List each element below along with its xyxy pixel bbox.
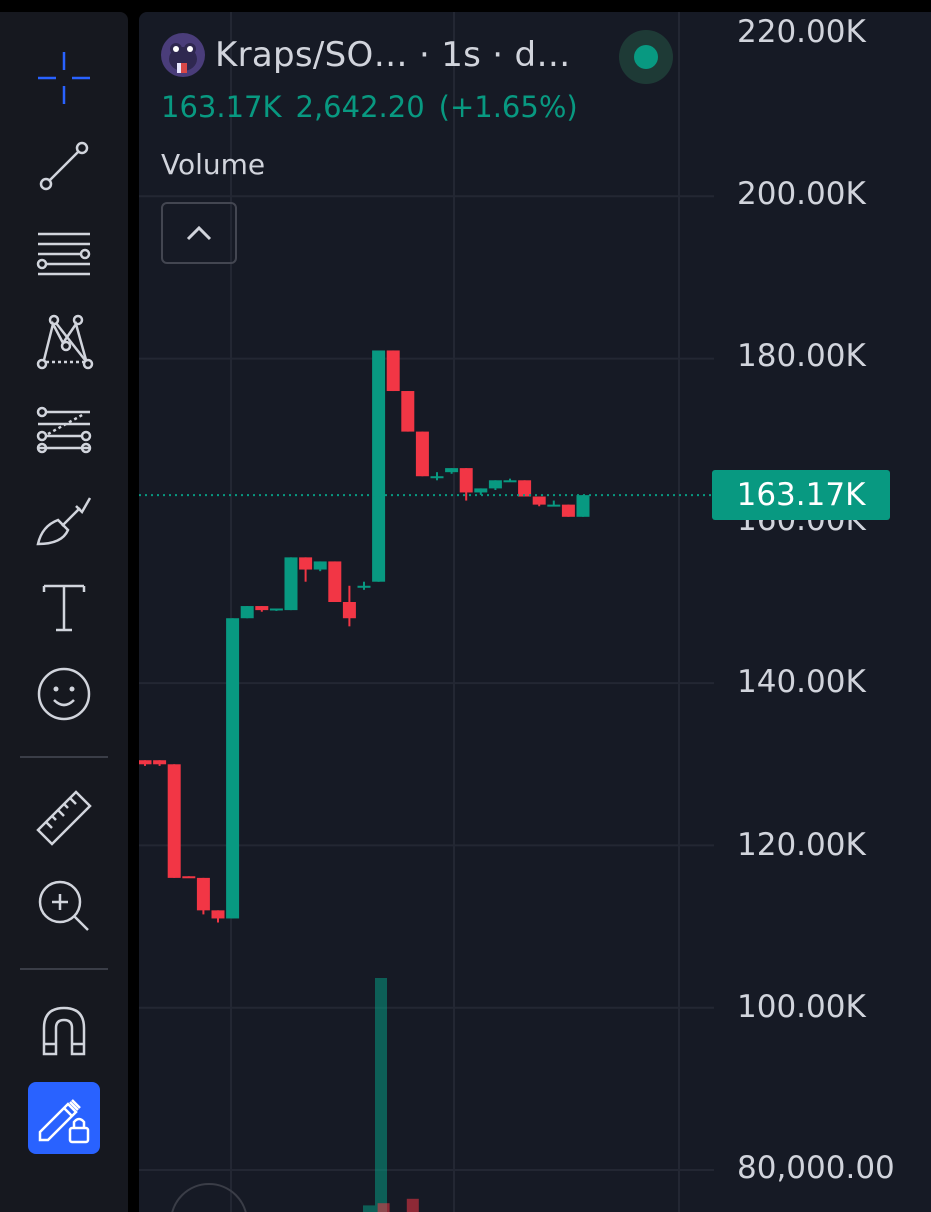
text-icon[interactable] (28, 570, 100, 642)
frog-avatar-icon (161, 33, 205, 77)
change-percent: (+1.65%) (438, 90, 578, 124)
candle-body (459, 468, 473, 493)
candle-body (386, 350, 400, 392)
volume-bar (363, 1205, 375, 1212)
candle-body (139, 760, 152, 765)
ohlc-values: 163.17K 2,642.20 (+1.65%) (161, 90, 592, 124)
candle-body (182, 876, 196, 879)
candle-body (255, 606, 269, 611)
trend-line-icon[interactable] (28, 130, 100, 202)
live-dot (634, 45, 658, 69)
price-axis-label: 100.00K (737, 989, 866, 1025)
candle-body (518, 480, 532, 497)
candle-body (153, 760, 167, 765)
chart-canvas[interactable] (139, 12, 931, 1212)
magnet-icon[interactable] (28, 994, 100, 1066)
ruler-icon[interactable] (28, 782, 100, 854)
symbol-title[interactable]: Kraps/SO… · 1s · d… (215, 35, 571, 75)
candle-body (196, 877, 210, 911)
volume-bar (406, 1198, 419, 1212)
drawing-toolbar (0, 12, 128, 1212)
chart-panel[interactable]: Kraps/SO… · 1s · d… 163.17K 2,642.20 (+1.6… (139, 12, 931, 1212)
price-axis-label: 120.00K (737, 827, 866, 863)
candle-body (313, 561, 327, 570)
volume-indicator-label[interactable]: Volume (161, 148, 266, 181)
candle-body (547, 504, 561, 507)
brush-icon[interactable] (28, 482, 100, 554)
candle-body (430, 476, 444, 479)
toolbar-divider (20, 756, 108, 758)
candle-body (576, 495, 590, 517)
candle-body (532, 496, 546, 505)
zoom-in-icon[interactable] (28, 870, 100, 942)
horizontal-lines-icon[interactable] (28, 218, 100, 290)
live-status-indicator (619, 30, 673, 84)
emoji-icon[interactable] (28, 658, 100, 730)
candle-body (474, 488, 488, 493)
candle-body (415, 431, 429, 477)
last-price-value: 163.17K (161, 90, 282, 124)
lock-drawing-icon[interactable] (28, 1082, 100, 1154)
candle-body (167, 764, 181, 878)
candle-body (445, 468, 459, 473)
candle-body (488, 480, 502, 489)
price-axis-label: 180.00K (737, 338, 866, 374)
crosshair-icon[interactable] (28, 42, 100, 114)
collapse-legend-button[interactable] (161, 202, 237, 264)
candle-body (372, 350, 386, 582)
candle-body (284, 557, 298, 611)
candle-body (357, 585, 371, 588)
candle-body (503, 480, 517, 483)
candle-body (211, 910, 225, 919)
candle-body (342, 602, 356, 619)
candle-body (561, 504, 575, 517)
candle-body (401, 391, 415, 432)
toolbar-divider (20, 968, 108, 970)
change-value: 2,642.20 (295, 90, 425, 124)
price-axis-label: 200.00K (737, 176, 866, 212)
candle-body (226, 618, 240, 919)
scroll-button (171, 1183, 247, 1212)
price-axis-label: 140.00K (737, 664, 866, 700)
volume-bar (377, 1203, 390, 1212)
price-axis-label: 80,000.00 (737, 1150, 895, 1186)
candle-body (240, 606, 254, 619)
candle-body (328, 561, 342, 602)
volume-bar (375, 978, 387, 1212)
candle-body (299, 557, 313, 570)
last-price-tag: 163.17K (712, 470, 890, 520)
price-axis-label: 220.00K (737, 14, 866, 50)
pattern-icon[interactable] (28, 306, 100, 378)
chevron-up-icon (186, 225, 212, 241)
fib-icon[interactable] (28, 394, 100, 466)
candle-body (269, 608, 283, 611)
chart-legend: Kraps/SO… · 1s · d… 163.17K 2,642.20 (+1.6… (161, 33, 592, 181)
